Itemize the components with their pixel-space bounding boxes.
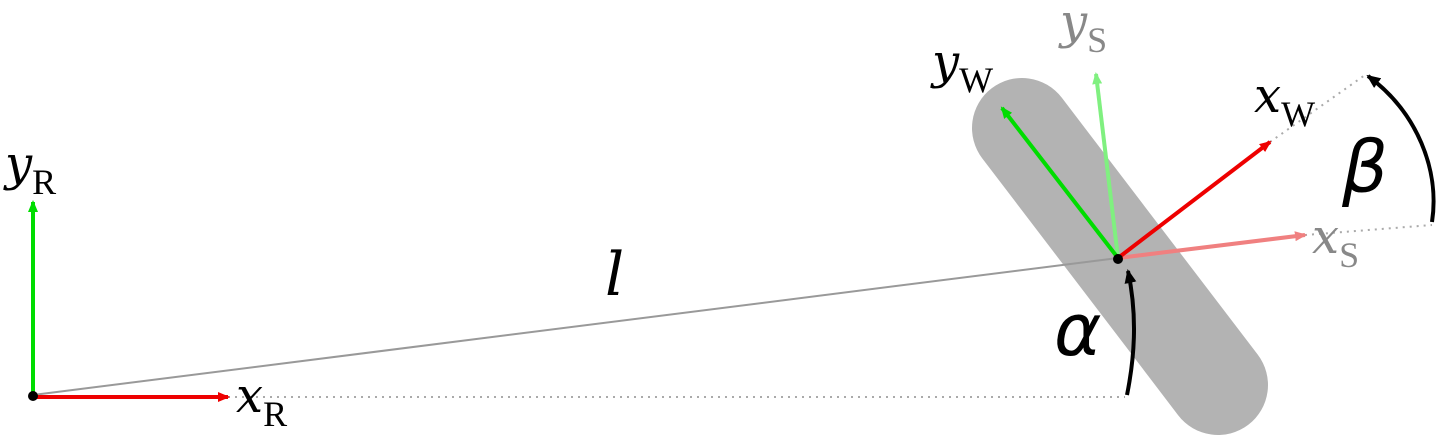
label-y-robot: yR [3,136,56,202]
steer-x-axis [1117,231,1307,260]
label-y-steer: yS [1058,0,1107,60]
wheel-y-axis [1000,106,1120,260]
label-x-wheel: xW [1254,68,1315,134]
label-alpha: α [1054,288,1101,372]
label-x-robot: xR [236,368,287,434]
wheel-origin-point [1113,254,1123,264]
alpha-arc [1124,269,1137,396]
label-length: l [605,240,624,310]
steer-y-axis [1092,72,1120,259]
label-y-wheel: yW [930,34,993,100]
length-line [32,257,1119,396]
wheel-x-axis [1116,140,1272,260]
steer-x-extension-dotted [1304,224,1433,236]
beta-arc [1366,74,1436,223]
label-x-steer: xS [1312,209,1359,275]
robot-origin-point [28,391,38,401]
label-beta: β [1341,125,1388,209]
